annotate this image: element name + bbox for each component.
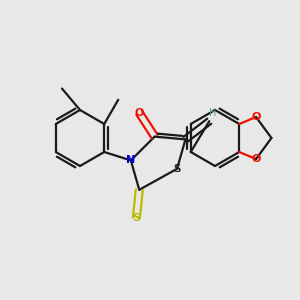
Text: H: H — [208, 108, 216, 118]
Text: S: S — [174, 164, 180, 174]
Text: S: S — [132, 213, 140, 223]
Text: O: O — [251, 154, 261, 164]
Text: N: N — [126, 155, 136, 165]
Text: S: S — [174, 164, 180, 174]
Text: O: O — [135, 108, 144, 118]
Text: O: O — [251, 112, 261, 122]
